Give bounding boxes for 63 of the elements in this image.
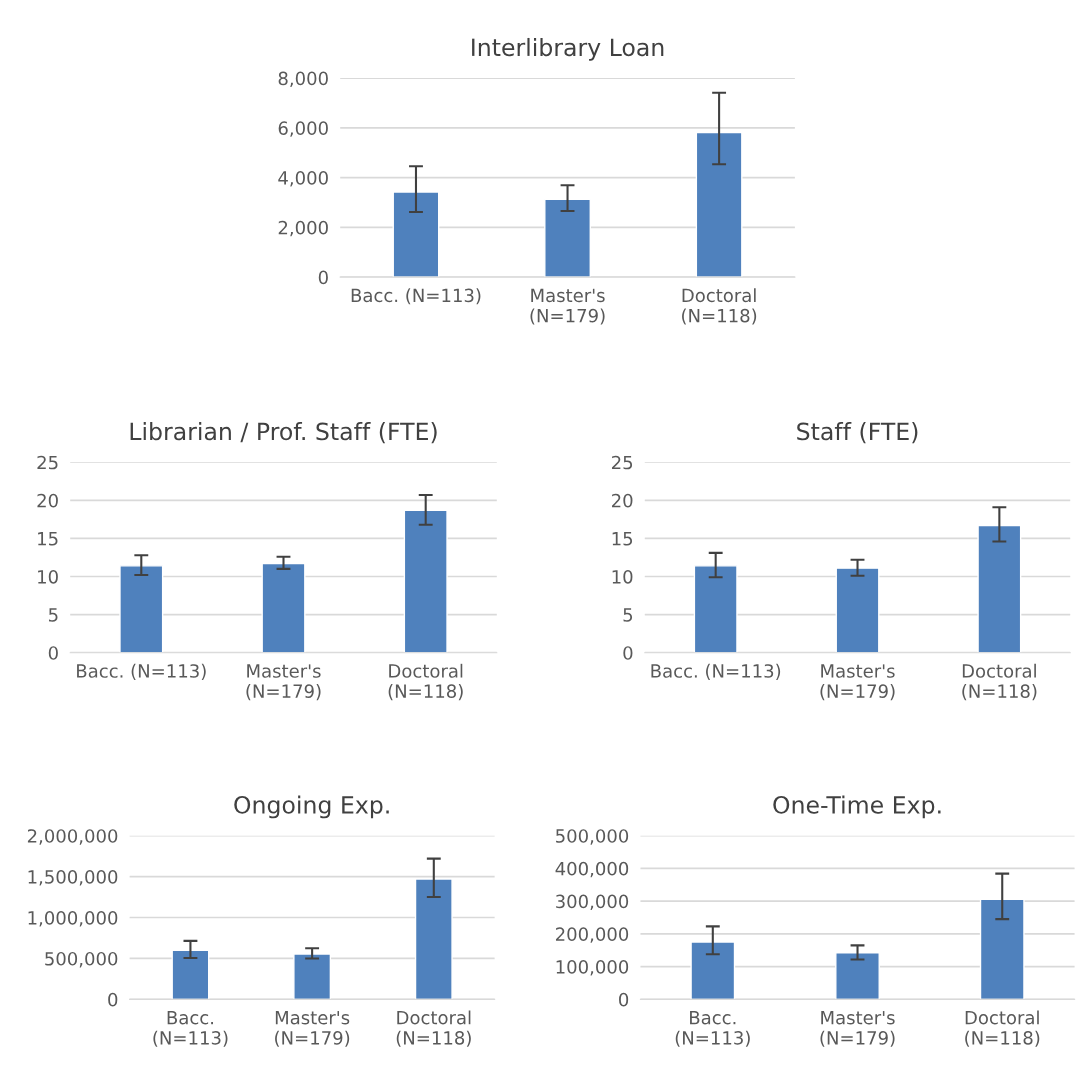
y-tick-label: 5: [48, 608, 58, 622]
bar: [293, 953, 332, 1000]
y-tick-label: 15: [38, 532, 58, 546]
y-tick-label: 0: [619, 992, 629, 1007]
bar: [403, 509, 448, 653]
x-tick-label: Master's (N=179): [820, 664, 895, 701]
x-tick-label: Master's (N=179): [275, 1011, 350, 1047]
chart-title: One-Time Exp.: [773, 795, 941, 819]
y-tick-label: 0: [48, 646, 58, 660]
bar: [392, 191, 440, 278]
bar: [171, 949, 210, 1000]
y-tick-label: 25: [612, 455, 633, 470]
chart-title: Staff (FTE): [797, 422, 918, 444]
x-tick-label: Doctoral (N=118): [388, 663, 463, 701]
y-tick-label: 2,000,000: [27, 829, 118, 845]
x-tick-label: Master's (N=179): [530, 288, 605, 325]
bar: [119, 565, 164, 653]
y-tick-label: 300,000: [556, 894, 629, 911]
x-tick-label: Master's (N=179): [246, 664, 321, 701]
bar: [544, 198, 591, 278]
y-tick-label: 20: [37, 493, 58, 508]
bar: [261, 562, 306, 653]
bar: [695, 131, 743, 278]
bar: [693, 565, 738, 653]
chart-title: Ongoing Exp.: [234, 795, 389, 819]
y-tick-label: 25: [37, 455, 58, 470]
bar: [835, 567, 880, 653]
bar: [977, 524, 1022, 653]
x-tick-label: Master's (N=179): [820, 1011, 895, 1047]
x-tick-label: Doctoral (N=118): [682, 288, 757, 325]
y-tick-label: 500,000: [556, 829, 629, 845]
x-tick-label: Bacc. (N=113): [77, 663, 206, 680]
x-tick-label: Doctoral (N=118): [962, 663, 1037, 701]
chart-title: Interlibrary Loan: [472, 37, 664, 61]
y-tick-label: 1,000,000: [28, 910, 118, 927]
y-tick-label: 0: [108, 992, 118, 1007]
x-tick-label: Bacc. (N=113): [351, 288, 481, 305]
y-tick-label: 500,000: [45, 951, 118, 968]
y-tick-label: 2,000: [278, 220, 328, 237]
y-tick-label: 1,500,000: [28, 870, 118, 886]
y-tick-label: 0: [623, 646, 633, 660]
y-tick-label: 5: [623, 608, 633, 622]
chart-title: Librarian / Prof. Staff (FTE): [130, 422, 437, 444]
y-tick-label: 20: [612, 493, 633, 508]
y-tick-label: 400,000: [555, 861, 629, 878]
x-tick-label: Doctoral (N=118): [965, 1010, 1040, 1047]
bar: [414, 878, 453, 1000]
y-tick-label: 8,000: [278, 71, 328, 88]
y-tick-label: 200,000: [555, 927, 629, 943]
y-tick-label: 100,000: [556, 960, 629, 976]
x-tick-label: Bacc. (N=113): [153, 1011, 228, 1047]
bar: [979, 898, 1025, 1000]
x-tick-label: Bacc. (N=113): [651, 663, 781, 680]
y-tick-label: 15: [612, 532, 633, 546]
y-tick-label: 10: [38, 569, 58, 584]
x-tick-label: Doctoral (N=118): [396, 1010, 471, 1047]
y-tick-label: 0: [318, 270, 328, 285]
bar: [690, 941, 736, 1000]
bar: [835, 952, 880, 1000]
y-tick-label: 6,000: [278, 121, 328, 137]
x-tick-label: Bacc. (N=113): [675, 1011, 750, 1047]
y-tick-label: 10: [612, 569, 633, 584]
y-tick-label: 4,000: [278, 171, 328, 187]
